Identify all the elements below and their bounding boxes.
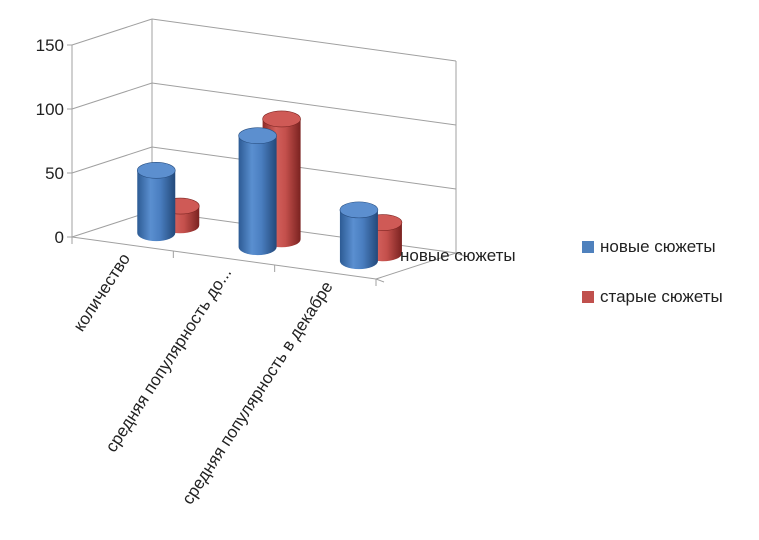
depth-axis-label: новые сюжеты [400,246,516,265]
depth-tick-1 [455,252,465,257]
bar-top [136,162,176,179]
legend-label-new: новые сюжеты [600,237,716,256]
bar-top [262,110,301,128]
side-gridline-3 [71,18,153,46]
legend-swatch-new [582,241,594,253]
back-gridline-3 [151,18,457,62]
bar-new-2 [339,201,379,270]
back-gridline-2 [151,82,457,126]
bar-new-1 [238,127,277,256]
chart-walls [71,18,465,286]
category-label-1: средняя популярность до... [102,264,236,456]
category-label-0: количество [70,250,134,335]
bar-top [238,127,277,145]
legend-label-old: старые сюжеты [600,287,723,306]
y-tick-label-1: 50 [45,164,64,183]
y-tick-label-2: 100 [36,100,64,119]
chart-bars [136,110,403,270]
bar-top [339,201,379,219]
y-tick-label-3: 150 [36,36,64,55]
depth-tick-0 [375,278,385,283]
back-gridline-1 [151,146,457,190]
bar-new-0 [136,162,176,242]
legend-swatch-old [582,291,594,303]
side-gridline-1 [71,146,153,174]
y-axis-ticks: 0 50 100 150 [36,36,72,247]
legend-item-new: новые сюжеты [582,236,757,258]
bar-body [137,170,176,242]
floor-front-edge [71,236,377,280]
back-gridline-0 [151,210,457,254]
side-gridline-2 [71,82,153,110]
bar-body [238,135,277,256]
floor-right-edge [375,252,457,280]
y-tick-label-0: 0 [55,228,64,247]
legend-item-old: старые сюжеты [582,286,757,308]
legend: новые сюжеты старые сюжеты [582,236,757,336]
bar-body [339,209,378,270]
